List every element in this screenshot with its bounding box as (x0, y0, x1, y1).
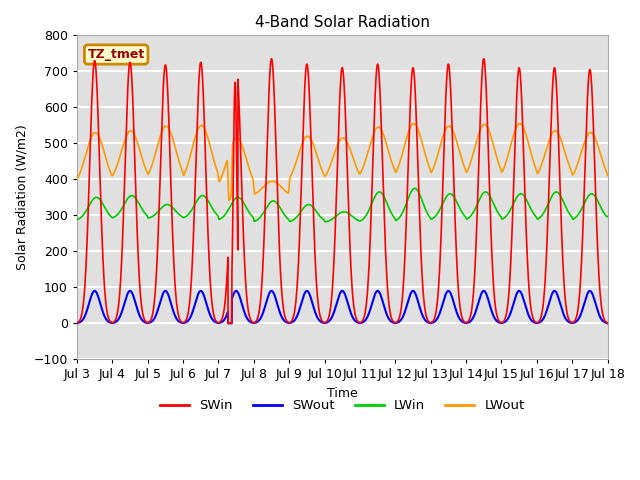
X-axis label: Time: Time (327, 387, 358, 400)
Y-axis label: Solar Radiation (W/m2): Solar Radiation (W/m2) (15, 124, 28, 270)
Legend: SWin, SWout, LWin, LWout: SWin, SWout, LWin, LWout (154, 394, 530, 418)
Title: 4-Band Solar Radiation: 4-Band Solar Radiation (255, 15, 430, 30)
Text: TZ_tmet: TZ_tmet (88, 48, 145, 61)
